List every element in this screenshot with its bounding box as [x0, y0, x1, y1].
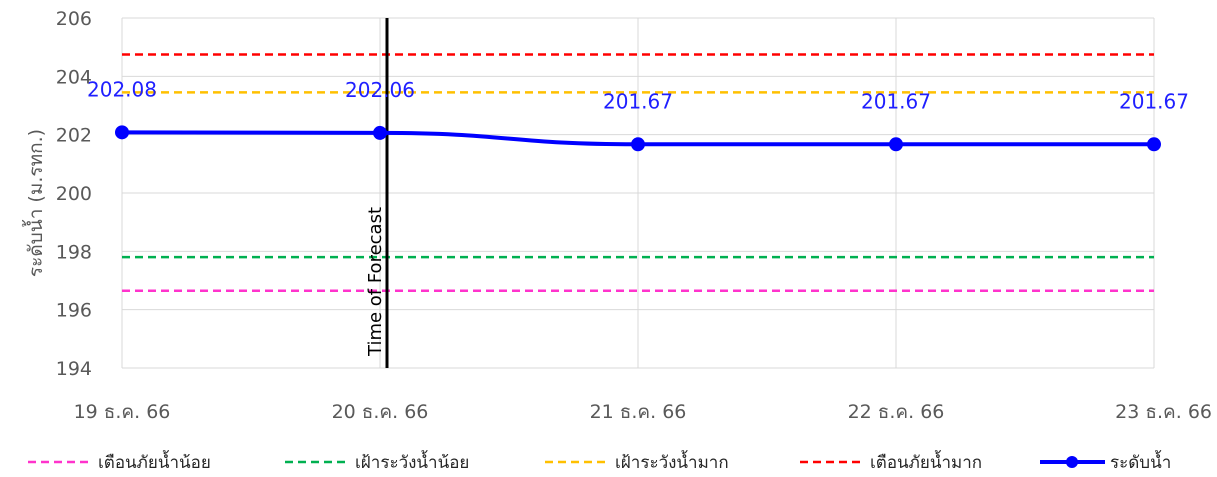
- legend-item: เฝ้าระวังน้ำมาก: [545, 450, 729, 473]
- legend-label: ระดับน้ำ: [1110, 450, 1171, 473]
- x-tick-label: 22 ธ.ค. 66: [848, 401, 945, 423]
- legend-label: เตือนภัยน้ำมาก: [870, 450, 982, 473]
- threshold-layer: [122, 53, 1154, 292]
- x-tick-label: 19 ธ.ค. 66: [74, 401, 171, 423]
- axis-layer: 194 196 198 200 202 204 206 19 ธ.ค. 66 20 ธ.ค. 6…: [22, 8, 1212, 423]
- x-tick-label: 21 ธ.ค. 66: [590, 401, 687, 423]
- data-label: 202.06: [345, 78, 415, 102]
- data-point: [631, 137, 645, 152]
- legend-item: เตือนภัยน้ำน้อย: [28, 450, 211, 473]
- y-tick-label: 194: [56, 358, 92, 380]
- y-axis-title: ระดับน้ำ (ม.รทก.): [22, 129, 47, 277]
- x-tick-label: 23 ธ.ค. 66: [1115, 401, 1212, 423]
- y-tick-label: 196: [56, 300, 92, 322]
- series-layer: [115, 125, 1161, 152]
- annotation-layer: Time of Forecast: [365, 18, 389, 368]
- legend-item: ระดับน้ำ: [1040, 450, 1171, 473]
- y-tick-label: 206: [56, 8, 92, 30]
- data-label: 201.67: [861, 89, 931, 113]
- legend-label: เฝ้าระวังน้ำมาก: [615, 450, 729, 473]
- data-label: 201.67: [603, 89, 673, 113]
- legend-layer: เตือนภัยน้ำน้อย เฝ้าระวังน้ำน้อย เฝ้าระวัง…: [28, 450, 1171, 473]
- data-label: 201.67: [1119, 89, 1189, 113]
- y-tick-label: 204: [56, 66, 92, 88]
- legend-item: เตือนภัยน้ำมาก: [800, 450, 982, 473]
- grid-layer: [121, 17, 1155, 369]
- legend-label: เฝ้าระวังน้ำน้อย: [355, 450, 469, 473]
- legend-marker: [1066, 456, 1078, 468]
- forecast-marker-label: Time of Forecast: [365, 207, 386, 357]
- legend-label: เตือนภัยน้ำน้อย: [98, 450, 211, 473]
- y-tick-label: 202: [56, 125, 92, 147]
- label-layer: 202.08 202.06 201.67 201.67 201.67: [87, 77, 1189, 113]
- legend-item: เฝ้าระวังน้ำน้อย: [285, 450, 469, 473]
- data-point: [373, 125, 387, 140]
- data-point: [115, 125, 129, 140]
- data-point: [1147, 137, 1161, 152]
- y-tick-label: 198: [56, 241, 92, 263]
- y-tick-label: 200: [56, 183, 92, 205]
- x-tick-label: 20 ธ.ค. 66: [332, 401, 429, 423]
- data-point: [889, 137, 903, 152]
- data-label: 202.08: [87, 77, 157, 101]
